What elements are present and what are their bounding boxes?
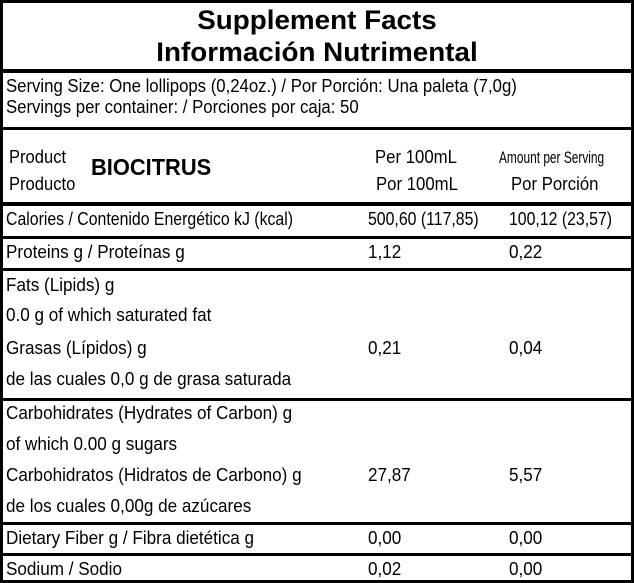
divider [3,236,631,239]
carbs-line-3: Carbohidratos (Hidratos de Carbono) g [6,465,302,485]
carbs-line-4: de los cuales 0,00g de azúcares [6,496,252,516]
carbs-line-1: Carbohidrates (Hydrates of Carbon) g [6,403,293,423]
sodium-per-serving: 0,00 [509,559,543,579]
fats-line-1: Fats (Lipids) g [6,275,115,295]
sodium-label: Sodium / Sodio [6,559,122,579]
divider-thick [3,127,631,130]
product-label-es: Producto [9,174,76,194]
calories-per-100: 500,60 (117,85) [368,209,479,229]
product-name: BIOCITRUS [91,154,212,180]
fiber-label: Dietary Fiber g / Fibra dietética g [6,528,255,548]
divider [3,522,631,525]
serving-size: Serving Size: One lollipops (0,24oz.) / … [6,76,517,96]
divider [3,553,631,556]
carbs-line-2: of which 0.00 g sugars [6,434,178,454]
divider-thick [3,202,631,206]
per-100ml-header-es: Por 100mL [376,174,458,194]
amount-per-serving-header: Amount per Serving [499,148,605,167]
divider [3,398,631,401]
divider [3,268,631,271]
per-serving-header-es: Por Porción [511,174,599,194]
fats-per-100: 0,21 [368,338,402,358]
proteins-per-serving: 0,22 [509,242,543,262]
proteins-label: Proteins g / Proteínas g [6,242,185,262]
product-label-en: Product [9,147,67,167]
calories-per-serving: 100,12 (23,57) [509,209,613,229]
carbs-per-100: 27,87 [368,465,411,485]
title-spanish: Información Nutrimental [156,37,478,67]
fats-line-2: 0.0 g of which saturated fat [6,305,212,325]
calories-label: Calories / Contenido Energético kJ (kcal… [6,209,294,229]
divider-thick [3,69,631,73]
per-100ml-header-en: Per 100mL [375,147,457,167]
fats-line-3: Grasas (Lípidos) g [6,338,147,358]
fats-line-4: de las cuales 0,0 g de grasa saturada [6,369,292,389]
servings-per-container: Servings per container: / Porciones por … [6,97,359,117]
fats-per-serving: 0,04 [509,338,543,358]
sodium-per-100: 0,02 [368,559,402,579]
carbs-per-serving: 5,57 [509,465,543,485]
fiber-per-100: 0,00 [368,528,402,548]
proteins-per-100: 1,12 [368,242,402,262]
title-english: Supplement Facts [197,5,437,35]
fiber-per-serving: 0,00 [509,528,543,548]
